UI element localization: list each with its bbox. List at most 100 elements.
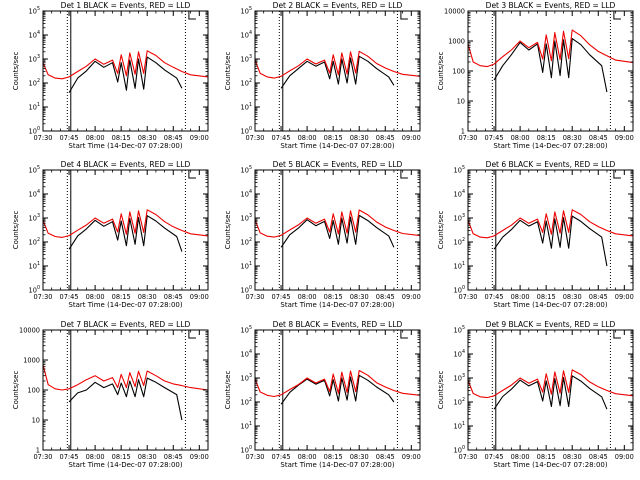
y-tick-label: 105 xyxy=(454,325,465,335)
y-axis-label: Counts/sec xyxy=(12,52,20,91)
y-tick-label: 102 xyxy=(29,78,40,88)
x-axis-label: Start Time (14-Dec-07 07:28:00) xyxy=(280,301,394,309)
y-tick-label: 100 xyxy=(452,68,465,76)
x-tick-label: 07:30 xyxy=(458,293,477,301)
x-tick-label: 08:30 xyxy=(350,453,369,461)
x-tick-label: 09:00 xyxy=(190,134,209,142)
panel-title: Det 2 BLACK = Events, RED = LLD xyxy=(273,1,403,10)
y-tick-label: 105 xyxy=(29,165,40,175)
y-tick-label: 100 xyxy=(241,126,252,136)
x-tick-label: 08:45 xyxy=(589,453,608,461)
x-tick-label: 09:00 xyxy=(190,293,209,301)
detector-panel: 100 101 102 103 104 105 07:30 07:45 08:00 08:15 08… xyxy=(12,160,209,309)
panel-title: Det 1 BLACK = Events, RED = LLD xyxy=(61,1,191,10)
y-tick-label: 102 xyxy=(241,78,252,88)
y-tick-label: 100 xyxy=(241,445,252,455)
x-tick-label: 08:15 xyxy=(537,134,556,142)
x-tick-label: 08:00 xyxy=(511,453,530,461)
marker-bracket xyxy=(400,170,408,179)
plot-frame xyxy=(42,10,209,132)
x-tick-label: 08:15 xyxy=(112,293,131,301)
x-tick-label: 09:00 xyxy=(615,134,634,142)
x-axis-label: Start Time (14-Dec-07 07:28:00) xyxy=(68,142,182,150)
x-tick-label: 08:45 xyxy=(376,134,395,142)
plot-frame xyxy=(254,329,421,451)
x-tick-label: 09:00 xyxy=(402,134,421,142)
y-tick-label: 103 xyxy=(241,54,252,64)
series-line-lld xyxy=(467,209,634,239)
y-tick-label: 101 xyxy=(454,261,465,271)
y-tick-label: 103 xyxy=(29,54,40,64)
y-tick-label: 105 xyxy=(454,165,465,175)
y-tick-label: 105 xyxy=(241,165,252,175)
x-tick-label: 09:00 xyxy=(190,453,209,461)
detector-panel: 1 10 100 1000 10000 07:30 07:45 08:00 08:15 08:30… xyxy=(437,1,634,150)
x-tick-label: 07:45 xyxy=(60,293,79,301)
x-tick-label: 09:00 xyxy=(402,293,421,301)
x-tick-label: 08:00 xyxy=(86,134,105,142)
y-tick-label: 102 xyxy=(454,397,465,407)
plot-frame xyxy=(42,169,209,291)
series-line-events xyxy=(68,215,183,252)
x-axis-label: Start Time (14-Dec-07 07:28:00) xyxy=(280,461,394,469)
y-tick-label: 10 xyxy=(457,98,465,106)
x-tick-label: 09:00 xyxy=(402,453,421,461)
y-tick-label: 103 xyxy=(454,213,465,223)
x-tick-label: 07:30 xyxy=(245,453,264,461)
y-tick-label: 101 xyxy=(241,261,252,271)
x-tick-label: 08:45 xyxy=(589,134,608,142)
y-tick-label: 105 xyxy=(29,6,40,16)
y-tick-label: 101 xyxy=(29,261,40,271)
y-tick-label: 10 xyxy=(32,417,40,425)
x-tick-label: 08:00 xyxy=(298,134,317,142)
marker-bracket xyxy=(188,11,196,20)
detector-panel: 100 101 102 103 104 105 07:30 07:45 08:00 08:15 08… xyxy=(437,160,634,309)
y-tick-label: 104 xyxy=(454,349,465,359)
x-tick-label: 07:45 xyxy=(272,134,291,142)
y-tick-label: 1000 xyxy=(23,357,40,365)
x-tick-label: 08:45 xyxy=(376,453,395,461)
detector-panel: 1 10 100 1000 10000 07:30 07:45 08:00 08:15 08:30… xyxy=(12,320,209,469)
y-tick-label: 104 xyxy=(241,30,252,40)
y-tick-label: 100 xyxy=(454,445,465,455)
x-tick-label: 09:00 xyxy=(615,453,634,461)
series-line-events xyxy=(493,38,608,93)
marker-bracket xyxy=(613,170,621,179)
x-tick-label: 08:30 xyxy=(563,293,582,301)
panel-title: Det 6 BLACK = Events, RED = LLD xyxy=(486,160,616,169)
detector-panel: 100 101 102 103 104 105 07:30 07:45 08:00 08:15 08… xyxy=(224,1,421,150)
y-tick-label: 104 xyxy=(454,189,465,199)
y-tick-label: 1 xyxy=(36,447,40,455)
panel-title: Det 8 BLACK = Events, RED = LLD xyxy=(273,320,403,329)
x-tick-label: 07:30 xyxy=(245,293,264,301)
marker-bracket xyxy=(188,170,196,179)
panel-title: Det 3 BLACK = Events, RED = LLD xyxy=(486,1,616,10)
panel-title: Det 7 BLACK = Events, RED = LLD xyxy=(61,320,191,329)
marker-bracket xyxy=(613,330,621,339)
y-tick-label: 105 xyxy=(241,6,252,16)
series-line-lld xyxy=(467,29,634,68)
x-tick-label: 08:45 xyxy=(376,293,395,301)
series-line-events xyxy=(280,374,395,405)
x-tick-label: 08:45 xyxy=(164,134,183,142)
x-tick-label: 07:30 xyxy=(458,453,477,461)
y-tick-label: 101 xyxy=(241,102,252,112)
y-tick-label: 10000 xyxy=(19,327,40,335)
y-tick-label: 100 xyxy=(29,126,40,136)
series-line-events xyxy=(493,215,608,267)
x-tick-label: 09:00 xyxy=(615,293,634,301)
marker-bracket xyxy=(613,11,621,20)
y-tick-label: 104 xyxy=(29,189,40,199)
series-line-events xyxy=(493,375,608,410)
x-axis-label: Start Time (14-Dec-07 07:28:00) xyxy=(493,142,607,150)
x-tick-label: 08:30 xyxy=(138,453,157,461)
detector-panel: 100 101 102 103 104 105 07:30 07:45 08:00 08:15 08… xyxy=(224,320,421,469)
x-tick-label: 08:30 xyxy=(563,134,582,142)
x-tick-label: 07:45 xyxy=(485,453,504,461)
x-tick-label: 07:30 xyxy=(33,134,52,142)
y-tick-label: 101 xyxy=(241,421,252,431)
y-tick-label: 1000 xyxy=(448,38,465,46)
x-tick-label: 08:15 xyxy=(537,293,556,301)
series-line-events xyxy=(68,377,183,421)
